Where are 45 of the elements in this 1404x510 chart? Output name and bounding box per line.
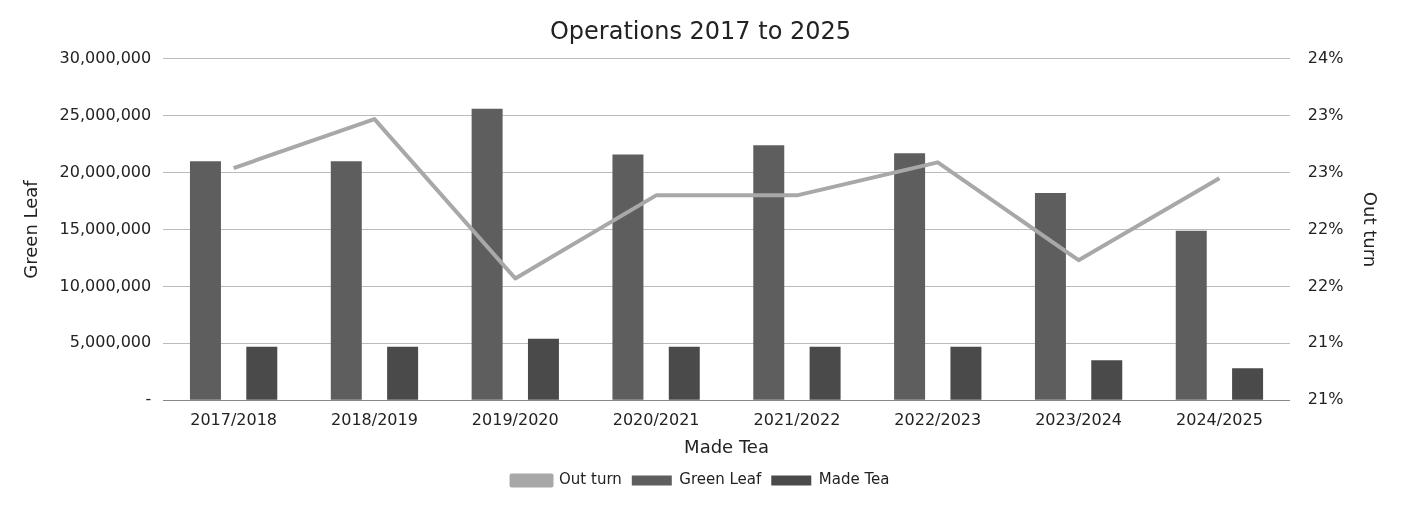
y2-tick-label: 23% (1307, 104, 1344, 124)
x-tick-label: 2018/2019 (331, 409, 418, 429)
y2-tick-label: 24% (1307, 47, 1344, 67)
y2-tick-label: 21% (1307, 332, 1344, 352)
y-tick-label: 30,000,000 (59, 47, 152, 67)
bar (1232, 368, 1264, 400)
y-tick-label: 15,000,000 (59, 218, 152, 238)
bar (387, 346, 419, 400)
bar (950, 346, 982, 400)
bar (189, 161, 221, 400)
y-tick-label: - (145, 389, 152, 409)
x-tick-label: 2019/2020 (471, 409, 559, 429)
bar (246, 346, 278, 400)
y-tick-label: 10,000,000 (59, 275, 152, 295)
bar (1034, 193, 1066, 400)
bar (1175, 230, 1207, 400)
y2-axis-title: Out turn (1359, 191, 1381, 268)
y-tick-label: 5,000,000 (69, 332, 152, 352)
legend-label: Green Leaf (679, 470, 762, 489)
x-tick-label: 2024/2025 (1176, 409, 1263, 429)
y2-tick-label: 21% (1307, 389, 1344, 409)
x-tick-label: 2020/2021 (612, 409, 700, 429)
y-tick-label: 20,000,000 (59, 161, 152, 181)
y2-tick-label: 23% (1307, 161, 1344, 181)
bar (1091, 360, 1123, 400)
legend-label: Out turn (559, 470, 622, 489)
x-tick-label: 2021/2022 (753, 409, 841, 429)
bar (668, 346, 700, 400)
x-axis-title: Made Tea (684, 435, 769, 457)
bar (612, 154, 644, 400)
chart-title: Operations 2017 to 2025 (549, 16, 852, 45)
x-tick-label: 2023/2024 (1035, 409, 1123, 429)
y-tick-label: 25,000,000 (59, 104, 152, 124)
bar (809, 346, 841, 400)
y-axis-title: Green Leaf (20, 179, 42, 279)
bar (330, 161, 362, 400)
x-tick-label: 2022/2023 (894, 409, 982, 429)
x-tick-label: 2017/2018 (190, 409, 278, 429)
bar (471, 108, 503, 400)
y2-tick-label: 22% (1307, 275, 1344, 295)
bar (894, 153, 926, 400)
legend-label: Made Tea (818, 470, 890, 489)
y2-tick-label: 22% (1307, 218, 1344, 238)
bar (527, 338, 559, 400)
bar (753, 145, 785, 400)
